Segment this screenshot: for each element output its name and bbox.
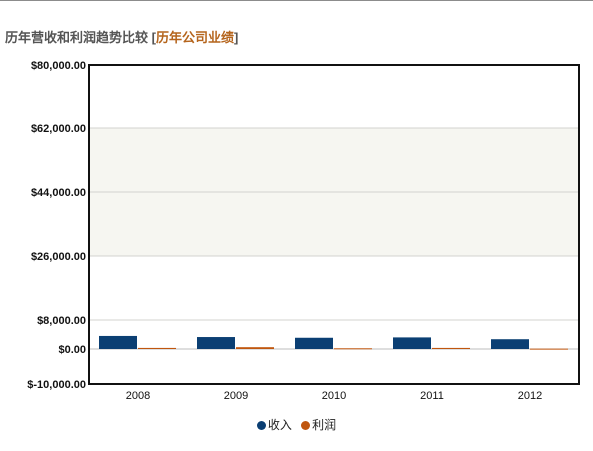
x-axis-labels: 2008 2009 2010 2011 2012 [126, 390, 542, 402]
y-tick-label: $44,000.00 [31, 187, 86, 199]
bar-profit [138, 347, 176, 349]
bar-revenue [197, 337, 235, 349]
x-tick-label: 2009 [224, 390, 248, 402]
y-tick-label: $26,000.00 [31, 251, 86, 263]
section-header: 历年营收和利润趋势比较 [历年公司业绩] [5, 27, 238, 46]
bar-profit [530, 348, 568, 350]
legend-marker-revenue [256, 421, 266, 430]
bar-revenue [491, 339, 529, 349]
y-tick-label: $8,000.00 [37, 315, 86, 327]
legend-label-profit: 利润 [312, 418, 337, 432]
legend-label-revenue: 收入 [267, 418, 292, 432]
company-performance-link[interactable]: 历年公司业绩 [155, 30, 234, 45]
y-axis-labels: $-10,000.00 $0.00 $8,000.00 $26,000.00 $44,0… [27, 60, 86, 391]
bracket-open: [ [151, 30, 156, 45]
bar-profit [334, 348, 372, 350]
legend-marker-profit [301, 421, 311, 430]
x-tick-label: 2008 [126, 390, 150, 402]
plot-bands [89, 128, 579, 256]
x-tick-label: 2010 [322, 390, 346, 402]
bar-revenue [99, 335, 137, 349]
plot-frame [88, 64, 580, 385]
legend-item-profit[interactable]: 利润 [301, 416, 336, 433]
y-tick-label: $80,000.00 [31, 60, 86, 72]
bar-profit [236, 347, 274, 349]
y-tick-label: $0.00 [58, 344, 86, 356]
legend-item-revenue[interactable]: 收入 [256, 416, 292, 433]
top-rule [0, 0, 593, 1]
bar-profit [432, 347, 470, 349]
y-tick-label: $-10,000.00 [27, 379, 86, 391]
plot-band [89, 128, 579, 192]
bar-revenue [393, 337, 431, 349]
plot-band [89, 192, 579, 256]
section-title: 历年营收和利润趋势比较 [5, 30, 149, 45]
bar-revenue [295, 337, 333, 349]
x-tick-label: 2012 [518, 390, 542, 402]
bracket-close: ] [234, 30, 239, 45]
bars [99, 335, 568, 350]
legend: 收入 利润 [0, 416, 593, 433]
y-tick-label: $62,000.00 [31, 123, 86, 135]
x-tick-label: 2011 [420, 390, 444, 402]
